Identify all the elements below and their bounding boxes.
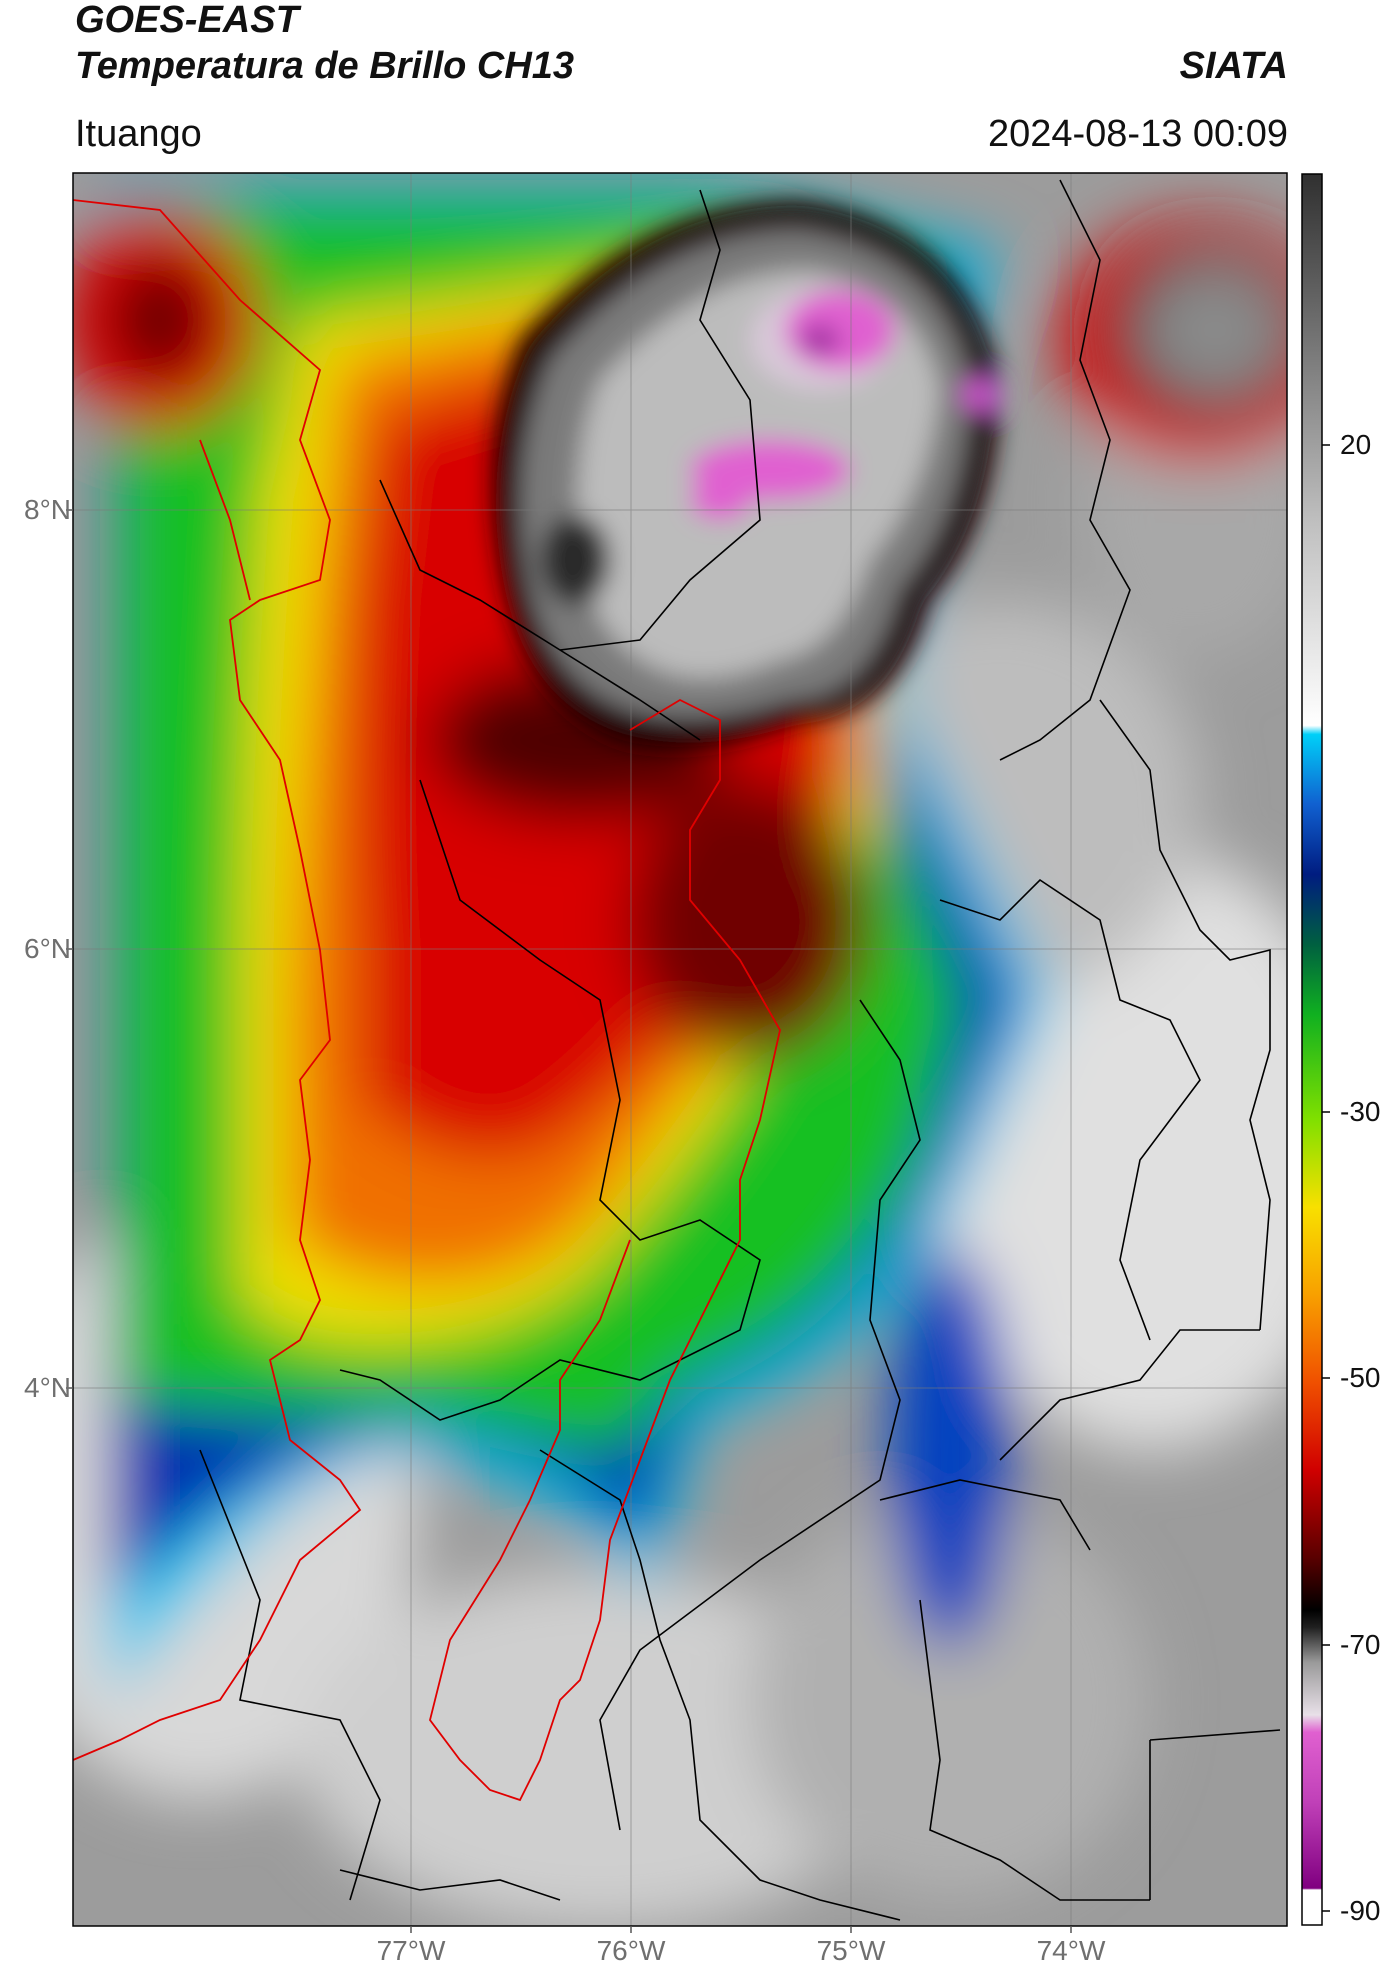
lat-label-4n: 4°N bbox=[24, 1372, 71, 1403]
map-frame bbox=[72, 172, 1288, 1927]
colorbar-tick-minus30: -30 bbox=[1340, 1096, 1381, 1127]
lat-label-6n: 6°N bbox=[24, 933, 71, 964]
product-title: Temperatura de Brillo CH13 bbox=[75, 45, 575, 87]
organization-label: SIATA bbox=[1179, 45, 1288, 87]
lat-label-8n: 8°N bbox=[24, 494, 71, 525]
gridlines bbox=[73, 173, 1287, 1926]
timestamp-label: 2024-08-13 00:09 bbox=[987, 113, 1288, 155]
colorbar-tick-minus70: -70 bbox=[1340, 1629, 1381, 1660]
satellite-title: GOES-EAST bbox=[75, 0, 299, 41]
satellite-imagery bbox=[73, 173, 1287, 1926]
red-boundary bbox=[73, 199, 781, 1802]
region-label: Ituango bbox=[75, 113, 202, 155]
lon-label-77w: 77°W bbox=[376, 1935, 446, 1966]
lon-label-76w: 76°W bbox=[596, 1935, 666, 1966]
lon-label-74w: 74°W bbox=[1036, 1935, 1106, 1966]
colorbar-tick-20: 20 bbox=[1340, 429, 1372, 460]
colorbar-tick-minus90: -90 bbox=[1340, 1895, 1381, 1926]
colorbar-tick-minus50: -50 bbox=[1340, 1362, 1381, 1393]
colorbar-frame bbox=[1301, 173, 1323, 1926]
lon-label-75w: 75°W bbox=[816, 1935, 886, 1966]
colorbar bbox=[1302, 174, 1322, 1925]
admin-borders bbox=[199, 179, 1281, 1921]
